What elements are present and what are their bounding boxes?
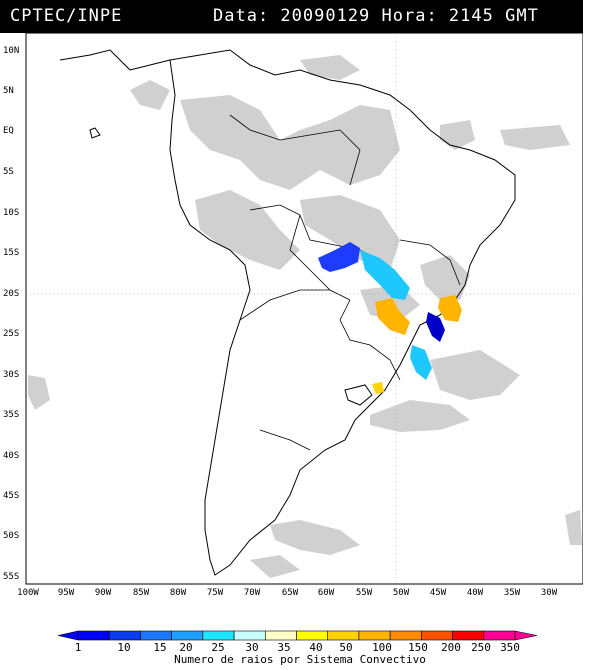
- lon-label-75w: 75W: [206, 588, 224, 598]
- cloud-cover: [28, 55, 582, 578]
- lon-label-50w: 50W: [392, 588, 410, 598]
- header-bar: CPTEC/INPE Data: 20090129 Hora: 2145 GMT: [0, 0, 583, 33]
- country-borders: [229, 114, 461, 451]
- cb-value-20: 20: [179, 641, 193, 654]
- colorbar-title: Numero de raios por Sistema Convectivo: [174, 653, 426, 666]
- colorbar-left-arrow: [57, 630, 79, 641]
- lon-label-80w: 80W: [169, 588, 187, 598]
- cb-value-200: 200: [441, 641, 461, 654]
- lat-label-50s: 50S: [3, 531, 20, 541]
- lat-label-25s: 25S: [3, 329, 20, 339]
- cb-value-350: 350: [500, 641, 520, 654]
- colorbar-swatch: [421, 630, 453, 641]
- lon-label-60w: 60W: [317, 588, 335, 598]
- colorbar: [57, 630, 538, 641]
- cb-value-250: 250: [471, 641, 491, 654]
- lat-label-5s: 5S: [3, 167, 14, 177]
- system-blue-central-brazil: [318, 242, 360, 272]
- lon-label-55w: 55W: [355, 588, 373, 598]
- cb-value-10: 10: [117, 641, 131, 654]
- lon-label-45w: 45W: [429, 588, 447, 598]
- colorbar-swatch: [140, 630, 172, 641]
- lon-label-95w: 95W: [57, 588, 75, 598]
- system-orange-southeast: [438, 295, 462, 322]
- lat-label-10s: 10S: [3, 208, 20, 218]
- date-time-title: Data: 20090129 Hora: 2145 GMT: [213, 6, 539, 26]
- colorbar-swatches: [57, 630, 538, 641]
- colorbar-swatch: [327, 630, 360, 641]
- lat-label-15s: 15S: [3, 248, 20, 258]
- colorbar-swatch: [264, 630, 297, 641]
- lat-label-eq: EQ: [3, 126, 14, 136]
- lat-label-55s: 55S: [3, 572, 20, 582]
- lat-label-10n: 10N: [3, 46, 20, 56]
- coastlines: [59, 49, 516, 576]
- lat-label-5n: 5N: [3, 86, 14, 96]
- cb-value-25: 25: [211, 641, 225, 654]
- cb-value-150: 150: [408, 641, 428, 654]
- colorbar-swatch: [296, 630, 329, 641]
- lat-label-45s: 45S: [3, 491, 20, 501]
- system-orange-parana: [375, 298, 410, 335]
- cb-value-50: 50: [339, 641, 353, 654]
- cb-value-40: 40: [309, 641, 323, 654]
- lon-label-65w: 65W: [281, 588, 299, 598]
- lat-label-35s: 35S: [3, 410, 20, 420]
- lon-label-85w: 85W: [132, 588, 150, 598]
- convective-systems: [318, 242, 462, 394]
- system-navy-sao-paulo: [426, 312, 445, 342]
- lon-label-90w: 90W: [94, 588, 112, 598]
- lat-label-40s: 40S: [3, 451, 20, 461]
- lat-label-30s: 30S: [3, 370, 20, 380]
- map-panel[interactable]: [0, 33, 583, 585]
- map-border: [25, 33, 583, 585]
- colorbar-swatch: [452, 630, 485, 641]
- colorbar-swatch: [77, 630, 110, 641]
- lon-label-35w: 35W: [503, 588, 521, 598]
- colorbar-swatch: [483, 630, 516, 641]
- colorbar-swatch: [233, 630, 266, 641]
- cb-value-100: 100: [372, 641, 392, 654]
- colorbar-swatch: [202, 630, 235, 641]
- lon-label-70w: 70W: [243, 588, 261, 598]
- colorbar-right-arrow: [514, 630, 538, 641]
- system-cyan-south: [410, 345, 432, 380]
- system-yellow-uruguay: [372, 382, 384, 394]
- cb-value-1: 1: [74, 641, 82, 654]
- colorbar-swatch: [171, 630, 204, 641]
- source-title: CPTEC/INPE: [10, 6, 123, 26]
- graticule: [26, 33, 583, 584]
- cb-value-30: 30: [245, 641, 259, 654]
- colorbar-swatch: [389, 630, 422, 641]
- lon-label-40w: 40W: [466, 588, 484, 598]
- colorbar-swatch: [108, 630, 141, 641]
- system-cyan-central-brazil: [360, 250, 410, 300]
- colorbar-swatch: [358, 630, 391, 641]
- cb-value-35: 35: [277, 641, 291, 654]
- cb-value-15: 15: [153, 641, 167, 654]
- lon-label-100w: 100W: [17, 588, 39, 598]
- lon-label-30w: 30W: [540, 588, 558, 598]
- lat-label-20s: 20S: [3, 289, 20, 299]
